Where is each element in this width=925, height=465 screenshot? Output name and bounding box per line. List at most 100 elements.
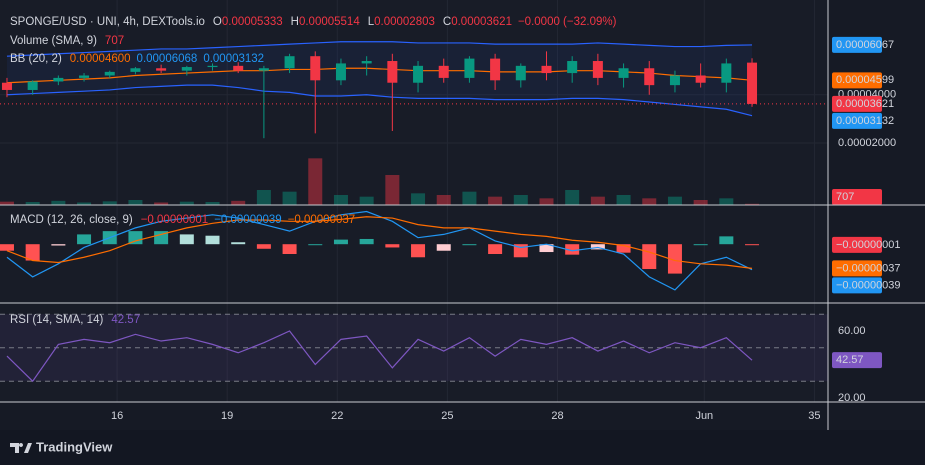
candle-body: [156, 68, 167, 71]
legend-item: MACD (12, 26, close, 9): [10, 214, 133, 226]
volume-bar: [385, 175, 400, 205]
layers: 16 19 22 25 28 Jun 350.000020000.000040000.000…: [0, 0, 901, 422]
axis-tag-label: 0.00003621: [836, 98, 894, 110]
volume-bar: [436, 195, 451, 205]
legend-item: 0.00003621: [451, 16, 512, 28]
legend-item: C: [443, 16, 451, 28]
legend-item: L: [368, 16, 375, 28]
axis-tag: [832, 260, 882, 277]
candle-body: [284, 56, 295, 69]
volume-bar: [25, 202, 40, 205]
volume-bar: [308, 158, 323, 205]
legend-item: −0.00000001: [141, 214, 208, 226]
legend-item: 0.00002803: [374, 16, 435, 28]
macd-histogram-bar: [256, 244, 271, 249]
volume-bar: [154, 202, 169, 205]
axis-tag: [832, 72, 882, 89]
candle-body: [541, 65, 552, 74]
volume-bar: [282, 191, 297, 205]
axis-tag-label: 0.00006067: [836, 39, 894, 51]
volume-bar: [179, 201, 194, 205]
candle-body: [1, 82, 12, 90]
macd-histogram-bar: [154, 231, 169, 245]
volume-bar: [205, 202, 220, 205]
y-tick-label: 0.00002000: [838, 137, 896, 149]
bb-upper: [6, 41, 753, 57]
axis-tag: [832, 36, 882, 53]
macd-histogram-bar: [0, 244, 14, 251]
candle-body: [567, 61, 578, 74]
axis-tag: [832, 352, 882, 369]
legend-item: 707: [105, 35, 124, 47]
axis-tag-label: −0.00000001: [836, 239, 901, 251]
legend-item: −0.00000037: [288, 214, 355, 226]
bb-band-fill: [6, 41, 753, 116]
legend-item: 0.00004600: [70, 53, 131, 65]
axis-tag: [832, 112, 882, 129]
macd-histogram-bar: [231, 242, 246, 245]
macd-histogram-bar: [719, 236, 734, 245]
macd-histogram-bar: [51, 244, 66, 246]
volume-bar: [462, 191, 477, 205]
candle-body: [181, 67, 192, 71]
candle-body: [310, 56, 321, 81]
volume-bar: [102, 201, 117, 205]
volume-bar: [513, 195, 528, 205]
volume-bar: [719, 198, 734, 205]
candle-body: [27, 81, 38, 90]
candle-body: [669, 75, 680, 86]
x-tick-label: 28: [551, 410, 563, 422]
macd-histogram-bar: [25, 244, 40, 261]
candle-body: [207, 65, 218, 68]
macd-histogram-bar: [308, 244, 323, 246]
volume-bar: [590, 196, 605, 205]
legend-item: −0.0000 (−32.09%): [518, 16, 617, 28]
axis-tag: [832, 95, 882, 112]
volume-bar: [411, 193, 426, 205]
volume-bar: [642, 198, 657, 205]
rsi-line: [6, 330, 753, 383]
candle-body: [361, 61, 372, 64]
axis-tag: [832, 236, 882, 253]
legend-item: 42.57: [111, 314, 140, 326]
legend-item: 0.00003132: [203, 53, 264, 65]
legend-item: BB (20, 2): [10, 53, 62, 65]
candle-body: [258, 68, 269, 71]
rsi-tick-label: 60.00: [838, 325, 866, 337]
legend: MACD (12, 26, close, 9) −0.00000001 −0.000…: [10, 214, 355, 226]
macd-histogram-bar: [462, 244, 477, 246]
legend-item: −0.00000039: [214, 214, 281, 226]
bb-lower: [6, 84, 753, 117]
macd-histogram-bar: [745, 244, 760, 246]
candle-body: [592, 61, 603, 78]
macd-histogram-bar: [539, 244, 554, 253]
legend: RSI (14, SMA, 14) 42.57: [10, 314, 140, 326]
legend-item: SPONGE/USD · UNI, 4h, DEXTools.io: [10, 16, 205, 28]
candle-body: [695, 75, 706, 83]
macd-histogram-bar: [77, 234, 92, 245]
rsi-tick-label: 20.00: [838, 392, 866, 404]
legend: Volume (SMA, 9) 707: [10, 35, 124, 47]
macd-histogram-bar: [642, 244, 657, 270]
volume-bar: [667, 196, 682, 205]
macd-histogram-bar: [282, 244, 297, 254]
signal-line: [6, 216, 753, 269]
volume-bar: [128, 200, 143, 205]
candle-body: [644, 68, 655, 86]
macd-histogram-bar: [436, 244, 451, 251]
legend-item: 0.00006068: [137, 53, 198, 65]
x-tick-label: Jun: [695, 410, 713, 422]
volume-bar: [0, 201, 14, 205]
macd-histogram-bar: [385, 244, 400, 248]
candle-body: [438, 65, 449, 78]
candle-body: [79, 75, 90, 78]
macd-histogram-bar: [693, 244, 708, 246]
x-tick-label: 22: [331, 410, 343, 422]
volume-bar: [539, 198, 554, 205]
candle-body: [335, 63, 346, 81]
x-tick-label: 35: [808, 410, 820, 422]
axis-tag-label: 0.00003132: [836, 115, 894, 127]
candle-body: [515, 65, 526, 81]
macd-line: [6, 210, 753, 291]
